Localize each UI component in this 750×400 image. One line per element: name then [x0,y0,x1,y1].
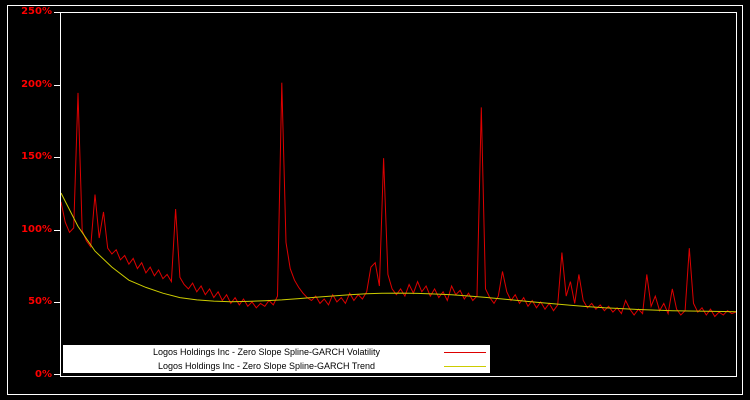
legend-line-sample-volatility [444,351,486,353]
legend-item: Logos Holdings Inc - Zero Slope Spline-G… [63,345,490,359]
legend: Logos Holdings Inc - Zero Slope Spline-G… [63,345,490,373]
y-axis-tick-mark [54,302,60,303]
y-axis-tick-label: 250% [21,6,52,17]
y-axis-tick-mark [54,230,60,231]
y-axis-tick-mark [54,12,60,13]
legend-item: Logos Holdings Inc - Zero Slope Spline-G… [63,359,490,373]
legend-line-sample-trend [444,365,486,367]
y-axis-tick-label: 200% [21,79,52,90]
plot-area [60,12,737,377]
y-axis-tick-mark [54,85,60,86]
legend-item-label: Logos Holdings Inc - Zero Slope Spline-G… [157,361,376,371]
y-axis-tick-label: 50% [28,296,52,307]
volatility-line [61,82,736,318]
y-axis-tick-mark [54,374,60,375]
y-axis-tick-label: 150% [21,151,52,162]
y-axis-tick-label: 100% [21,224,52,235]
y-axis-tick-mark [54,157,60,158]
legend-item-label: Logos Holdings Inc - Zero Slope Spline-G… [152,347,381,357]
trend-line [61,192,736,313]
y-axis-tick-label: 0% [35,369,52,380]
